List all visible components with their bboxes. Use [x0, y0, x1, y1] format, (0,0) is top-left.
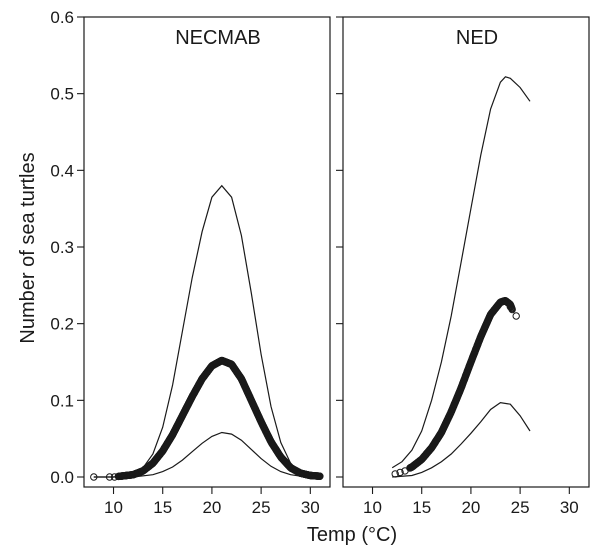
y-tick-label: 0.5 [50, 85, 74, 104]
panel-ned-y-ticks [336, 16, 343, 478]
data-point [110, 473, 119, 481]
upper-bound-line [93, 184, 321, 478]
panel-necmab-series [90, 184, 324, 481]
panel-ned-x-ticks: 10 15 20 25 30 [363, 487, 579, 517]
data-point [506, 303, 514, 311]
panel-necmab-title: NECMAB [175, 27, 261, 49]
x-tick-label: 15 [412, 498, 431, 517]
panel-ned-title: NED [456, 27, 498, 49]
x-tick-label: 30 [560, 498, 579, 517]
y-axis-ticks: 0.0 0.1 0.2 0.3 0.4 0.5 0.6 [50, 8, 84, 487]
data-point [396, 468, 404, 477]
x-axis-title: Temp (°C) [307, 524, 397, 546]
data-point [512, 312, 520, 320]
data-point [391, 470, 399, 478]
x-tick-label: 20 [202, 498, 221, 517]
y-tick-label: 0.1 [50, 391, 74, 410]
panel-necmab: NECMAB 0.0 0.1 0.2 0.3 0.4 0.5 0.6 10 15 20 25 30 [50, 8, 331, 517]
y-tick-label: 0.0 [50, 468, 74, 487]
y-tick-label: 0.4 [50, 161, 74, 180]
y-tick-label: 0.3 [50, 238, 74, 257]
panel-ned-frame [342, 16, 590, 488]
fitted-point [316, 472, 324, 480]
y-axis-title: Number of sea turtles [17, 152, 39, 343]
data-point [401, 467, 409, 475]
panel-necmab-x-ticks: 10 15 20 25 30 [104, 487, 320, 517]
panel-ned-series [391, 76, 531, 478]
x-tick-label: 25 [511, 498, 530, 517]
data-point [90, 473, 98, 481]
panel-ned: NED 10 15 20 25 30 [336, 16, 590, 517]
upper-bound-line [391, 76, 531, 469]
x-tick-label: 25 [252, 498, 271, 517]
lower-bound-line [392, 401, 531, 478]
x-tick-label: 15 [153, 498, 172, 517]
panel-necmab-frame [83, 16, 331, 488]
y-tick-label: 0.6 [50, 8, 74, 27]
x-tick-label: 10 [104, 498, 123, 517]
x-tick-label: 20 [461, 498, 480, 517]
y-tick-label: 0.2 [50, 315, 74, 334]
x-tick-label: 30 [301, 498, 320, 517]
data-point [105, 473, 114, 481]
lower-bound-line [93, 431, 321, 478]
x-tick-label: 10 [363, 498, 382, 517]
